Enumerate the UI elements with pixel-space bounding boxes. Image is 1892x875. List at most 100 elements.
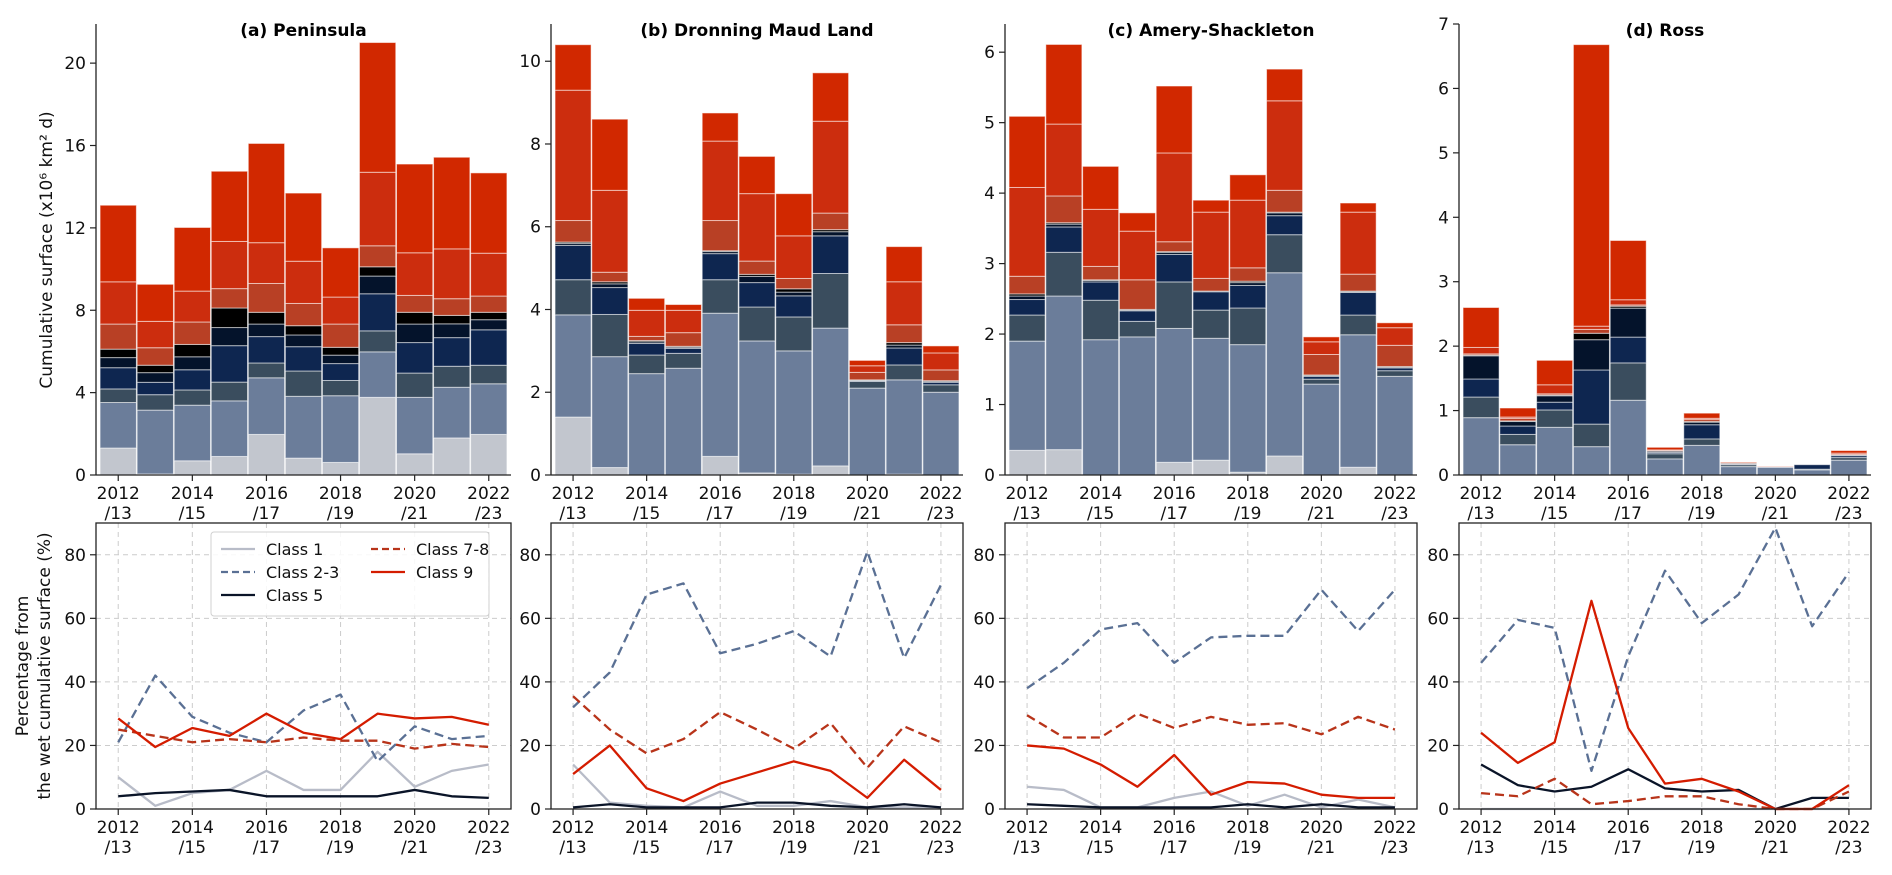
bar-segment-class-2 bbox=[1609, 399, 1647, 476]
bar-segment-class-3 bbox=[885, 364, 923, 381]
bar-segment-class-4 bbox=[1793, 464, 1831, 470]
bar-segment-class-3 bbox=[210, 381, 249, 402]
bar-segment-class-3 bbox=[1536, 409, 1574, 428]
bar-segment-class-6 bbox=[247, 311, 286, 325]
x-tick-label-suffix: /21 bbox=[1762, 838, 1789, 858]
x-tick-label-year: 2014 bbox=[1079, 818, 1122, 838]
bar-segment-class-2 bbox=[1646, 458, 1684, 476]
bar-segment-class-4 bbox=[136, 381, 174, 396]
bar-segment-class-2 bbox=[173, 404, 211, 462]
bar-segment-class-1 bbox=[470, 433, 508, 476]
bar-segment-class-9 bbox=[1155, 85, 1193, 154]
x-tick-label-suffix: /13 bbox=[559, 504, 586, 524]
bar-segment-class-5 bbox=[1536, 395, 1574, 403]
x-tick-label-suffix: /21 bbox=[1762, 504, 1789, 524]
bar-segment-class-4 bbox=[1499, 425, 1537, 435]
legend-label: Class 5 bbox=[266, 586, 323, 605]
x-tick-label-suffix: /21 bbox=[854, 504, 881, 524]
legend-label: Class 1 bbox=[266, 540, 323, 559]
bar-segment-class-7 bbox=[1008, 275, 1046, 295]
bar-segment-class-9 bbox=[470, 172, 508, 254]
bar-segment-class-3 bbox=[848, 380, 886, 389]
y-tick-label: 8 bbox=[530, 135, 541, 155]
bar-segment-class-8 bbox=[210, 240, 249, 290]
bar-segment-class-1 bbox=[701, 455, 739, 476]
y-tick-label: 0 bbox=[1438, 800, 1449, 820]
bar-segment-class-1 bbox=[433, 437, 471, 476]
bar-segment-class-7 bbox=[1572, 328, 1610, 334]
x-tick-label-year: 2012 bbox=[551, 484, 594, 504]
x-tick-label-year: 2016 bbox=[1153, 818, 1196, 838]
y-tick-label: 80 bbox=[519, 546, 541, 566]
y-tick-label: 80 bbox=[64, 546, 86, 566]
bar-segment-class-2 bbox=[1339, 334, 1377, 468]
bar-segment-class-7 bbox=[664, 332, 702, 347]
y-tick-label: 20 bbox=[973, 736, 995, 756]
bar-segment-class-1 bbox=[1266, 455, 1304, 476]
bar-segment-class-8 bbox=[775, 235, 813, 279]
y-tick-label: 60 bbox=[64, 609, 86, 629]
bar-segment-class-9 bbox=[1646, 446, 1684, 451]
bar-segment-class-2 bbox=[775, 350, 813, 475]
bar-segment-class-5 bbox=[470, 319, 508, 331]
bar-segment-class-5 bbox=[1462, 355, 1500, 380]
bar-segment-class-3 bbox=[664, 352, 702, 369]
bar-segment-class-3 bbox=[1266, 234, 1304, 274]
bar-segment-class-7 bbox=[1229, 267, 1267, 282]
bar-segment-class-3 bbox=[247, 362, 286, 379]
y-tick-label: 60 bbox=[1427, 609, 1449, 629]
x-tick-label-suffix: /23 bbox=[475, 838, 502, 858]
bar-segment-class-8 bbox=[470, 252, 508, 297]
bar-segment-class-9 bbox=[775, 193, 813, 237]
x-tick-label-year: 2014 bbox=[625, 484, 668, 504]
y-tick-label: 12 bbox=[64, 219, 86, 239]
x-tick-label-suffix: /15 bbox=[1541, 838, 1568, 858]
x-tick-label-year: 2020 bbox=[1300, 484, 1343, 504]
line-series-class-2-3 bbox=[572, 550, 942, 709]
x-tick-label-suffix: /23 bbox=[475, 504, 502, 524]
bar-segment-class-9 bbox=[136, 283, 174, 322]
bar-segment-class-4 bbox=[885, 347, 923, 366]
bar-segment-class-3 bbox=[173, 389, 211, 406]
bar-segment-class-1 bbox=[1045, 449, 1083, 476]
y-tick-label: 8 bbox=[75, 301, 86, 321]
bar-segment-class-8 bbox=[812, 120, 850, 214]
bar-segment-class-9 bbox=[210, 170, 249, 242]
x-tick-label-year: 2018 bbox=[1226, 818, 1269, 838]
x-tick-label-year: 2020 bbox=[1754, 818, 1797, 838]
bar-segment-class-4 bbox=[1118, 310, 1156, 322]
bar-segment-class-9 bbox=[1302, 336, 1340, 343]
x-tick-label-year: 2020 bbox=[846, 818, 889, 838]
bar-segment-class-9 bbox=[1609, 239, 1647, 301]
x-tick-label-year: 2012 bbox=[551, 818, 594, 838]
bar-segment-class-2 bbox=[848, 387, 886, 476]
bar-segment-class-2 bbox=[812, 327, 850, 467]
top-y-axis-title: Cumulative surface (x10⁶ km² d) bbox=[37, 111, 57, 388]
y-tick-label: 0 bbox=[1438, 466, 1449, 486]
bar-segment-class-9 bbox=[1499, 407, 1537, 418]
x-tick-label-year: 2022 bbox=[1373, 818, 1416, 838]
bar-segment-class-2 bbox=[433, 386, 471, 439]
y-tick-label: 5 bbox=[1438, 144, 1449, 164]
bar-segment-class-8 bbox=[1045, 123, 1083, 197]
bar-segment-class-8 bbox=[885, 281, 923, 326]
bar-segment-class-9 bbox=[1683, 412, 1721, 419]
bar-segment-class-1 bbox=[812, 465, 850, 476]
bar-segment-class-4 bbox=[210, 345, 249, 383]
bar-segment-class-8 bbox=[433, 248, 471, 300]
plot-frame bbox=[1004, 522, 1418, 810]
x-tick-label-year: 2014 bbox=[1533, 818, 1576, 838]
bar-segment-class-1 bbox=[1008, 449, 1046, 476]
bar-segment-class-7 bbox=[433, 298, 471, 316]
bar-segment-class-7 bbox=[922, 369, 960, 382]
bar-segment-class-7 bbox=[1045, 195, 1083, 224]
y-tick-label: 4 bbox=[75, 384, 86, 404]
x-tick-label-suffix: /13 bbox=[1013, 838, 1040, 858]
bar-segment-class-1 bbox=[591, 467, 629, 476]
bar-segment-class-8 bbox=[922, 352, 960, 371]
x-tick-label-year: 2018 bbox=[772, 484, 815, 504]
bar-segment-class-9 bbox=[1045, 43, 1083, 125]
bar-segment-class-7 bbox=[628, 335, 666, 342]
bar-segment-class-6 bbox=[1572, 332, 1610, 341]
bar-segment-class-2 bbox=[247, 377, 286, 435]
